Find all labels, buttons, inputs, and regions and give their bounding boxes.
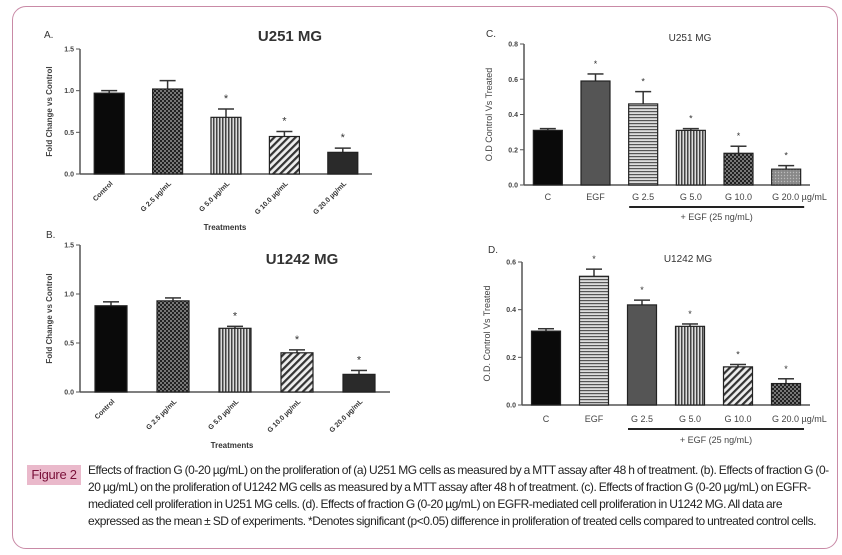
x-tick-label: G 20.0 µg/mL bbox=[329, 398, 365, 434]
bar bbox=[342, 373, 376, 393]
figure-label: Figure 2 bbox=[27, 465, 81, 485]
x-tick-label: Control bbox=[94, 398, 117, 421]
y-tick-label: 0.5 bbox=[64, 130, 74, 137]
x-tick-label: G 10.0 µg/mL bbox=[267, 398, 303, 434]
x-tick-label: G 5.0 µg/mL bbox=[198, 180, 232, 214]
y-tick-label: 1.0 bbox=[64, 292, 74, 299]
panel-label: D. bbox=[488, 245, 498, 256]
bar bbox=[578, 275, 610, 406]
significance-marker: * bbox=[784, 151, 788, 161]
x-tick-label: G 2.5 bbox=[631, 414, 653, 424]
y-tick-label: 0.6 bbox=[508, 77, 518, 84]
significance-marker: * bbox=[357, 354, 362, 366]
significance-marker: * bbox=[737, 131, 741, 141]
bar bbox=[532, 129, 563, 186]
y-tick-label: 1.5 bbox=[64, 47, 74, 54]
figure-frame bbox=[12, 6, 838, 549]
x-tick-label: G 2.5 µg/mL bbox=[140, 180, 174, 214]
bar bbox=[156, 300, 190, 393]
figure-caption: Effects of fraction G (0-20 µg/mL) on th… bbox=[88, 463, 829, 528]
bar bbox=[626, 304, 658, 406]
x-tick-label: C bbox=[545, 192, 552, 202]
x-axis-label: Treatments bbox=[204, 223, 247, 232]
bar bbox=[280, 352, 314, 393]
bar bbox=[722, 366, 754, 406]
significance-marker: * bbox=[689, 114, 693, 124]
panel-label: C. bbox=[486, 29, 496, 40]
significance-marker: * bbox=[592, 254, 596, 264]
panel-label: B. bbox=[46, 230, 55, 241]
y-tick-label: 0.4 bbox=[506, 307, 516, 314]
significance-marker: * bbox=[224, 93, 229, 105]
panel-label: A. bbox=[44, 30, 53, 41]
group-label: + EGF (25 ng/mL) bbox=[680, 435, 752, 445]
bar bbox=[675, 129, 706, 186]
significance-marker: * bbox=[736, 349, 740, 359]
y-tick-label: 0.2 bbox=[506, 355, 516, 362]
bar bbox=[628, 103, 659, 186]
significance-marker: * bbox=[688, 309, 692, 319]
bar bbox=[152, 88, 184, 175]
chart-title: U251 MG bbox=[669, 33, 712, 44]
significance-marker: * bbox=[341, 132, 346, 144]
x-tick-label: EGF bbox=[586, 192, 605, 202]
y-tick-label: 0.0 bbox=[64, 172, 74, 179]
bar bbox=[94, 305, 128, 393]
y-axis-label: O.D Control Vs Treated bbox=[484, 68, 494, 162]
significance-marker: * bbox=[594, 59, 598, 69]
bar bbox=[771, 168, 802, 186]
x-tick-label: G 20.0 µg/mL bbox=[772, 414, 827, 424]
y-tick-label: 0.0 bbox=[64, 390, 74, 397]
x-tick-label: G 20.0 µg/mL bbox=[312, 180, 348, 216]
bar bbox=[530, 330, 562, 406]
x-tick-label: G 5.0 bbox=[680, 192, 702, 202]
chart-title: U1242 MG bbox=[664, 254, 713, 265]
significance-marker: * bbox=[295, 334, 300, 346]
bar bbox=[210, 116, 242, 175]
x-tick-label: G 10.0 bbox=[725, 192, 752, 202]
significance-marker: * bbox=[784, 364, 788, 374]
group-label: + EGF (25 ng/mL) bbox=[681, 212, 753, 222]
x-tick-label: G 5.0 bbox=[679, 414, 701, 424]
chart-title: U251 MG bbox=[258, 28, 322, 45]
y-tick-label: 0.6 bbox=[506, 260, 516, 267]
y-tick-label: 1.5 bbox=[64, 243, 74, 250]
bar bbox=[327, 151, 359, 175]
bar bbox=[723, 152, 754, 186]
y-tick-label: 1.0 bbox=[64, 88, 74, 95]
y-axis-label: Fold Change vs Control bbox=[45, 66, 54, 156]
y-tick-label: 0.0 bbox=[506, 403, 516, 410]
y-tick-label: 0.8 bbox=[508, 42, 518, 49]
x-tick-label: G 10.0 bbox=[724, 414, 751, 424]
significance-marker: * bbox=[233, 310, 238, 322]
y-axis-label: O.D. Control Vs Treated bbox=[482, 285, 492, 381]
bar bbox=[770, 382, 802, 406]
chart-title: U1242 MG bbox=[266, 251, 339, 268]
x-tick-label: G 20.0 µg/mL bbox=[772, 192, 827, 202]
x-tick-label: C bbox=[543, 414, 550, 424]
x-tick-label: G 10.0 µg/mL bbox=[254, 180, 290, 216]
x-tick-label: Control bbox=[92, 180, 115, 203]
y-tick-label: 0.5 bbox=[64, 341, 74, 348]
y-tick-label: 0.4 bbox=[508, 112, 518, 119]
bar bbox=[218, 327, 252, 393]
significance-marker: * bbox=[282, 116, 287, 128]
y-axis-label: Fold Change vs Control bbox=[45, 273, 54, 363]
bar bbox=[93, 92, 125, 175]
significance-marker: * bbox=[640, 285, 644, 295]
y-tick-label: 0.0 bbox=[508, 183, 518, 190]
x-tick-label: G 5.0 µg/mL bbox=[207, 398, 241, 432]
y-tick-label: 0.2 bbox=[508, 147, 518, 154]
significance-marker: * bbox=[641, 77, 645, 87]
bar bbox=[580, 80, 611, 186]
x-tick-label: G 2.5 µg/mL bbox=[145, 398, 179, 432]
x-tick-label: EGF bbox=[585, 414, 604, 424]
bar bbox=[674, 325, 706, 406]
x-tick-label: G 2.5 bbox=[632, 192, 654, 202]
x-axis-label: Treatments bbox=[211, 441, 254, 450]
bar bbox=[268, 135, 300, 175]
